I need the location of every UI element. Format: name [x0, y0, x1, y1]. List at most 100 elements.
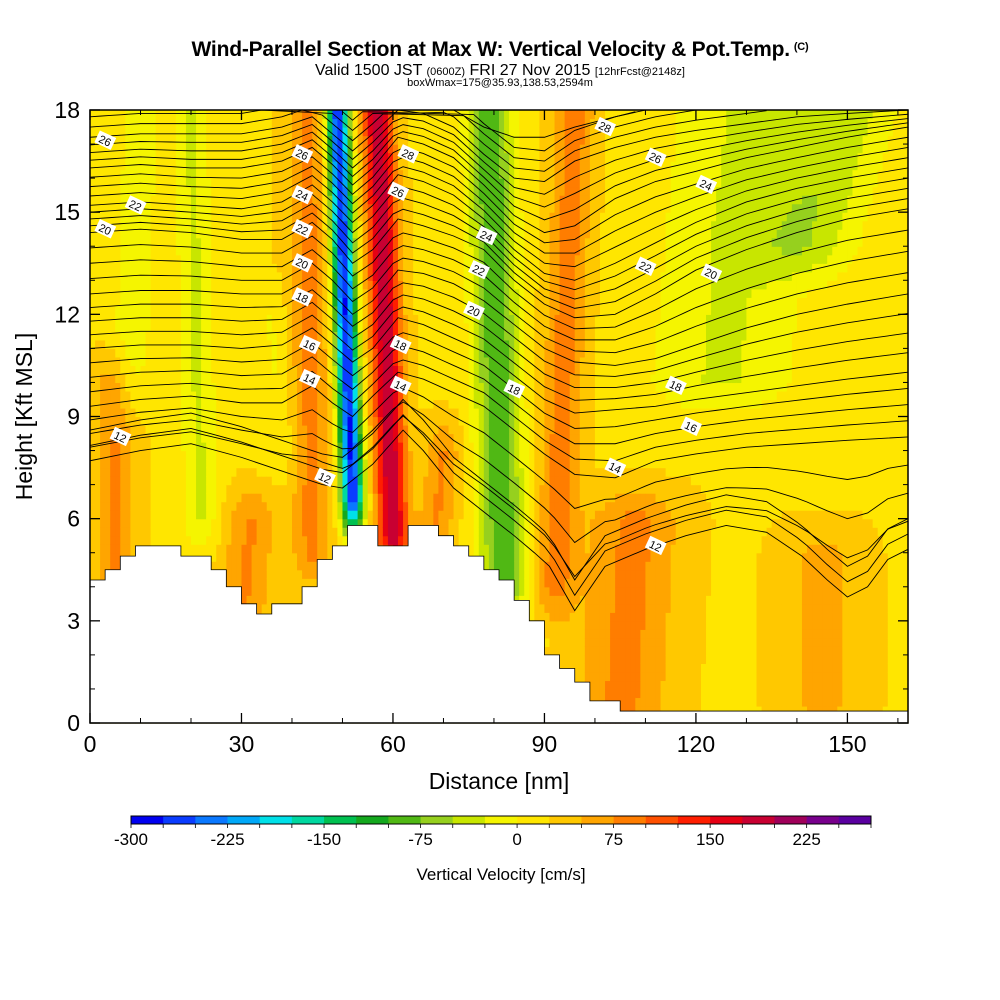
velocity-cell: [216, 425, 222, 435]
velocity-cell: [140, 305, 147, 315]
velocity-cell: [100, 212, 106, 222]
velocity-cell: [291, 203, 298, 213]
velocity-cell: [382, 322, 389, 332]
velocity-cell: [418, 212, 424, 222]
velocity-cell: [367, 110, 374, 120]
velocity-cell: [196, 356, 202, 367]
velocity-cell: [327, 373, 333, 384]
velocity-cell: [211, 161, 217, 171]
velocity-cell: [387, 459, 394, 469]
velocity-cell: [246, 144, 253, 154]
velocity-cell: [155, 195, 162, 205]
velocity-cell: [307, 407, 313, 418]
velocity-cell: [95, 382, 101, 392]
velocity-cell: [276, 127, 283, 137]
velocity-cell: [150, 382, 157, 392]
velocity-cell: [271, 297, 278, 307]
velocity-cell: [372, 425, 379, 435]
velocity-cell: [165, 331, 172, 341]
velocity-cell: [180, 263, 187, 273]
velocity-cell: [281, 450, 288, 460]
velocity-cell: [387, 237, 394, 247]
copyright-mark: (C): [793, 41, 809, 53]
velocity-cell: [246, 280, 253, 290]
velocity-cell: [201, 322, 207, 332]
velocity-cell: [130, 229, 137, 239]
velocity-cell: [150, 399, 157, 409]
velocity-cell: [221, 561, 227, 571]
velocity-cell: [120, 407, 126, 418]
velocity-cell: [95, 390, 101, 401]
velocity-cell: [342, 425, 349, 435]
velocity-cell: [382, 501, 389, 511]
velocity-cell: [352, 407, 359, 418]
velocity-cell: [231, 220, 238, 230]
velocity-cell: [286, 169, 293, 179]
velocity-cell: [387, 203, 394, 213]
velocity-cell: [276, 110, 283, 120]
velocity-cell: [95, 459, 101, 469]
velocity-cell: [216, 288, 222, 298]
velocity-cell: [145, 135, 152, 145]
velocity-cell: [110, 518, 116, 528]
velocity-cell: [251, 373, 258, 384]
velocity-cell: [236, 178, 243, 188]
velocity-cell: [201, 339, 207, 349]
velocity-cell: [377, 416, 384, 426]
velocity-cell: [130, 527, 137, 537]
velocity-cell: [297, 382, 303, 392]
velocity-cell: [216, 280, 222, 290]
velocity-cell: [317, 356, 323, 367]
velocity-cell: [403, 484, 409, 494]
velocity-cell: [185, 127, 192, 137]
velocity-cell: [286, 127, 293, 137]
velocity-cell: [357, 161, 364, 171]
velocity-cell: [357, 407, 364, 418]
velocity-cell: [342, 169, 349, 179]
velocity-cell: [337, 152, 344, 162]
velocity-cell: [312, 229, 318, 239]
velocity-cell: [190, 263, 197, 273]
velocity-cell: [105, 348, 111, 358]
velocity-cell: [155, 135, 162, 145]
velocity-cell: [135, 425, 142, 435]
velocity-cell: [327, 237, 333, 247]
velocity-cell: [140, 484, 147, 494]
velocity-cell: [216, 544, 222, 554]
velocity-cell: [120, 501, 126, 511]
velocity-cell: [196, 263, 202, 273]
velocity-cell: [276, 493, 283, 503]
velocity-cell: [95, 297, 101, 307]
velocity-cell: [362, 220, 369, 230]
velocity-cell: [251, 271, 258, 281]
velocity-cell: [241, 442, 248, 452]
velocity-cell: [100, 527, 106, 537]
velocity-cell: [312, 578, 318, 588]
velocity-cell: [377, 237, 384, 247]
velocity-cell: [286, 237, 293, 247]
velocity-cell: [236, 118, 243, 128]
velocity-cell: [327, 144, 333, 154]
velocity-cell: [413, 237, 419, 247]
velocity-cell: [428, 493, 434, 503]
velocity-cell: [382, 442, 389, 452]
velocity-cell: [322, 271, 328, 281]
velocity-cell: [312, 152, 318, 162]
velocity-cell: [221, 263, 227, 273]
velocity-cell: [231, 552, 238, 562]
velocity-cell: [423, 152, 429, 162]
velocity-cell: [256, 476, 263, 486]
velocity-cell: [221, 212, 227, 222]
velocity-cell: [418, 297, 424, 307]
velocity-cell: [312, 416, 318, 426]
velocity-cell: [271, 365, 278, 375]
velocity-cell: [135, 178, 142, 188]
velocity-cell: [150, 527, 157, 537]
velocity-cell: [221, 373, 227, 384]
velocity-cell: [145, 356, 152, 367]
velocity-cell: [291, 195, 298, 205]
velocity-cell: [105, 246, 111, 256]
velocity-cell: [428, 288, 434, 298]
velocity-cell: [382, 263, 389, 273]
velocity-cell: [100, 365, 106, 375]
